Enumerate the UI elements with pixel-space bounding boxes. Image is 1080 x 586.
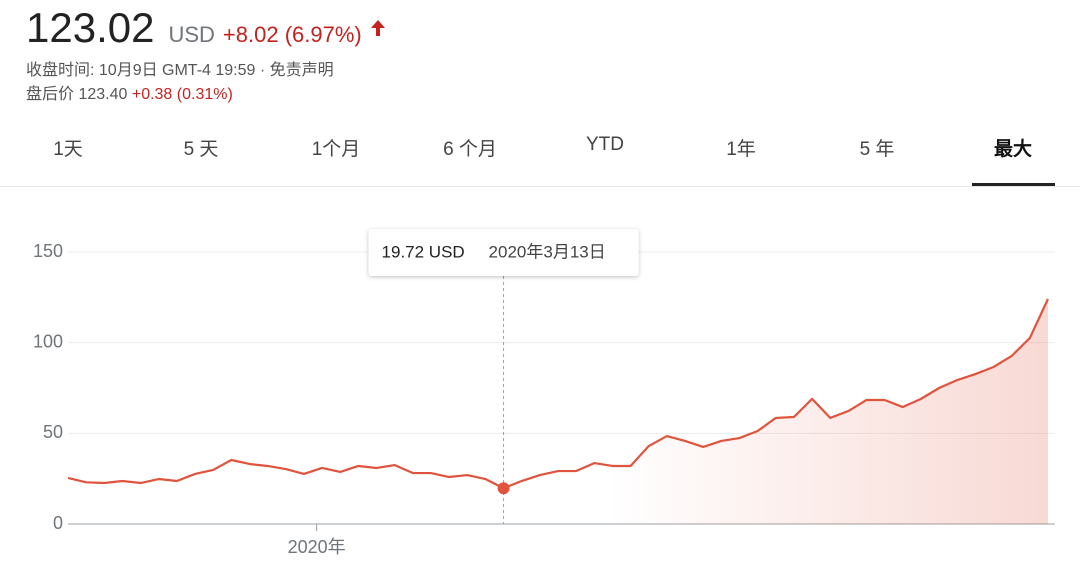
after-hours-price: 盘后价 123.40	[26, 86, 128, 103]
range-tab[interactable]: 5 年	[859, 139, 895, 160]
range-tab[interactable]: YTD	[586, 134, 624, 155]
tooltip-value: 19.72 USD	[382, 242, 465, 261]
range-tab[interactable]: 6 个月	[443, 139, 497, 160]
price: 123.02	[26, 4, 155, 51]
after-hours: 盘后价 123.40 +0.38 (0.31%)	[26, 80, 233, 104]
range-tab[interactable]: 5 天	[183, 139, 219, 160]
hover-point	[497, 482, 510, 495]
range-tab[interactable]: 最大	[993, 139, 1033, 160]
y-tick-label: 0	[53, 513, 63, 533]
selected-tab-underline	[972, 183, 1055, 186]
after-hours-change: +0.38 (0.31%)	[131, 86, 233, 103]
close-info: 收盘时间: 10月9日 GMT-4 19:59 · 免责声明	[26, 62, 334, 79]
range-tab[interactable]: 1年	[726, 139, 756, 160]
range-tab[interactable]: 1天	[53, 139, 83, 160]
price-change: +8.02 (6.97%)	[222, 22, 362, 47]
y-tick-label: 50	[43, 422, 63, 442]
tooltip-box	[368, 229, 639, 276]
range-tab[interactable]: 1个月	[311, 139, 361, 160]
x-tick-label: 2020年	[288, 537, 346, 557]
currency: USD	[168, 22, 215, 47]
price-area	[68, 298, 1048, 524]
y-tick-label: 150	[33, 241, 63, 261]
up-arrow-icon	[370, 20, 385, 36]
range-tabs: 1天 5 天 1个月 6 个月 YTD 1年 5 年 最大	[0, 120, 1080, 187]
y-tick-label: 100	[33, 331, 63, 351]
chart: 0 50 100 150 2020年 19.72 USD 2020年3月13日	[33, 229, 1055, 557]
price-row: 123.02 USD +8.02 (6.97%)	[26, 4, 386, 52]
price-line	[67, 298, 1049, 490]
tooltip-date: 2020年3月13日	[489, 242, 606, 261]
